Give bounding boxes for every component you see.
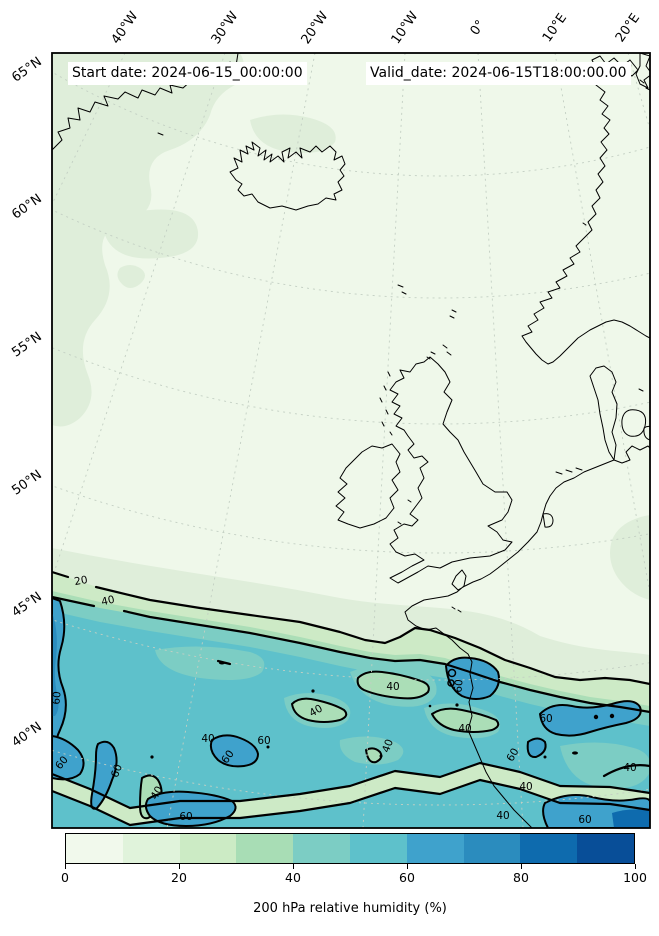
- denmark-coast: [589, 365, 650, 464]
- colorbar-tickmark-100: [635, 864, 636, 869]
- contour-label-60-20: 60: [179, 811, 193, 823]
- great-britain-coast: [389, 356, 513, 584]
- contour-line-40: [52, 595, 96, 608]
- colorbar-segment-6: [406, 834, 464, 863]
- corner-80-core: [612, 809, 650, 828]
- colorbar: [65, 833, 635, 864]
- ireland-coast: [335, 443, 401, 529]
- contour-line-20: [52, 570, 70, 579]
- coastlines: [52, 53, 650, 828]
- colorbar-segment-2: [179, 834, 237, 863]
- norway-coast: [521, 84, 650, 365]
- contour-label-40-2: 40: [201, 733, 215, 745]
- start-date-annotation: Start date: 2024-06-15_00:00:00: [68, 62, 307, 85]
- contour-label-40-14: 40: [496, 810, 510, 822]
- colorbar-segment-9: [577, 834, 634, 863]
- graticule-gridlines: [52, 53, 650, 828]
- contour-label-60-10: 60: [539, 713, 553, 725]
- colorbar-ticklabel-20: 20: [171, 870, 187, 885]
- contour-label-40-9: 40: [458, 723, 472, 735]
- colorbar-ticklabel-100: 100: [623, 870, 647, 885]
- contour-label-60-16: 60: [50, 690, 64, 706]
- colorbar-tickmark-40: [293, 864, 294, 869]
- colorbar-ticklabel-80: 80: [513, 870, 529, 885]
- contour-label-60-8: 60: [452, 678, 466, 694]
- contour-specks: [150, 661, 615, 759]
- colorbar-segment-5: [349, 834, 407, 863]
- rh-contour-lines: [52, 570, 650, 827]
- contour-label-20-0: 20: [73, 573, 89, 589]
- colorbar-segment-8: [520, 834, 578, 863]
- colorbar-tickmark-60: [407, 864, 408, 869]
- colorbar-segment-3: [236, 834, 294, 863]
- colorbar-tickmark-20: [179, 864, 180, 869]
- colorbar-tickmark-80: [521, 864, 522, 869]
- colorbar-tickmark-0: [65, 864, 66, 869]
- valid-date-annotation: Valid_date: 2024-06-15T18:00:00.00: [366, 62, 631, 85]
- iceland-coast: [229, 141, 346, 211]
- contour-label-40-13: 40: [519, 781, 533, 793]
- colorbar-ticklabel-40: 40: [285, 870, 301, 885]
- contour-label-40-6: 40: [386, 681, 400, 693]
- left-edge-70-core: [52, 612, 59, 716]
- map-frame: [51, 52, 651, 829]
- colorbar-segment-7: [463, 834, 521, 863]
- colorbar-segment-0: [66, 834, 123, 863]
- colorbar-ticklabel-0: 0: [61, 870, 69, 885]
- continental-coast: [404, 459, 615, 828]
- colorbar-label: 200 hPa relative humidity (%): [253, 901, 447, 916]
- map-plot-area: [52, 53, 650, 828]
- contour-line-40-bottom: [52, 761, 650, 810]
- colorbar-segment-4: [293, 834, 350, 863]
- colorbar-segment-1: [122, 834, 180, 863]
- colorbar-ticklabel-60: 60: [399, 870, 415, 885]
- contour-label-60-15: 60: [578, 814, 592, 826]
- contour-label-60-4: 60: [257, 735, 271, 747]
- contour-label-40-12: 40: [623, 762, 637, 774]
